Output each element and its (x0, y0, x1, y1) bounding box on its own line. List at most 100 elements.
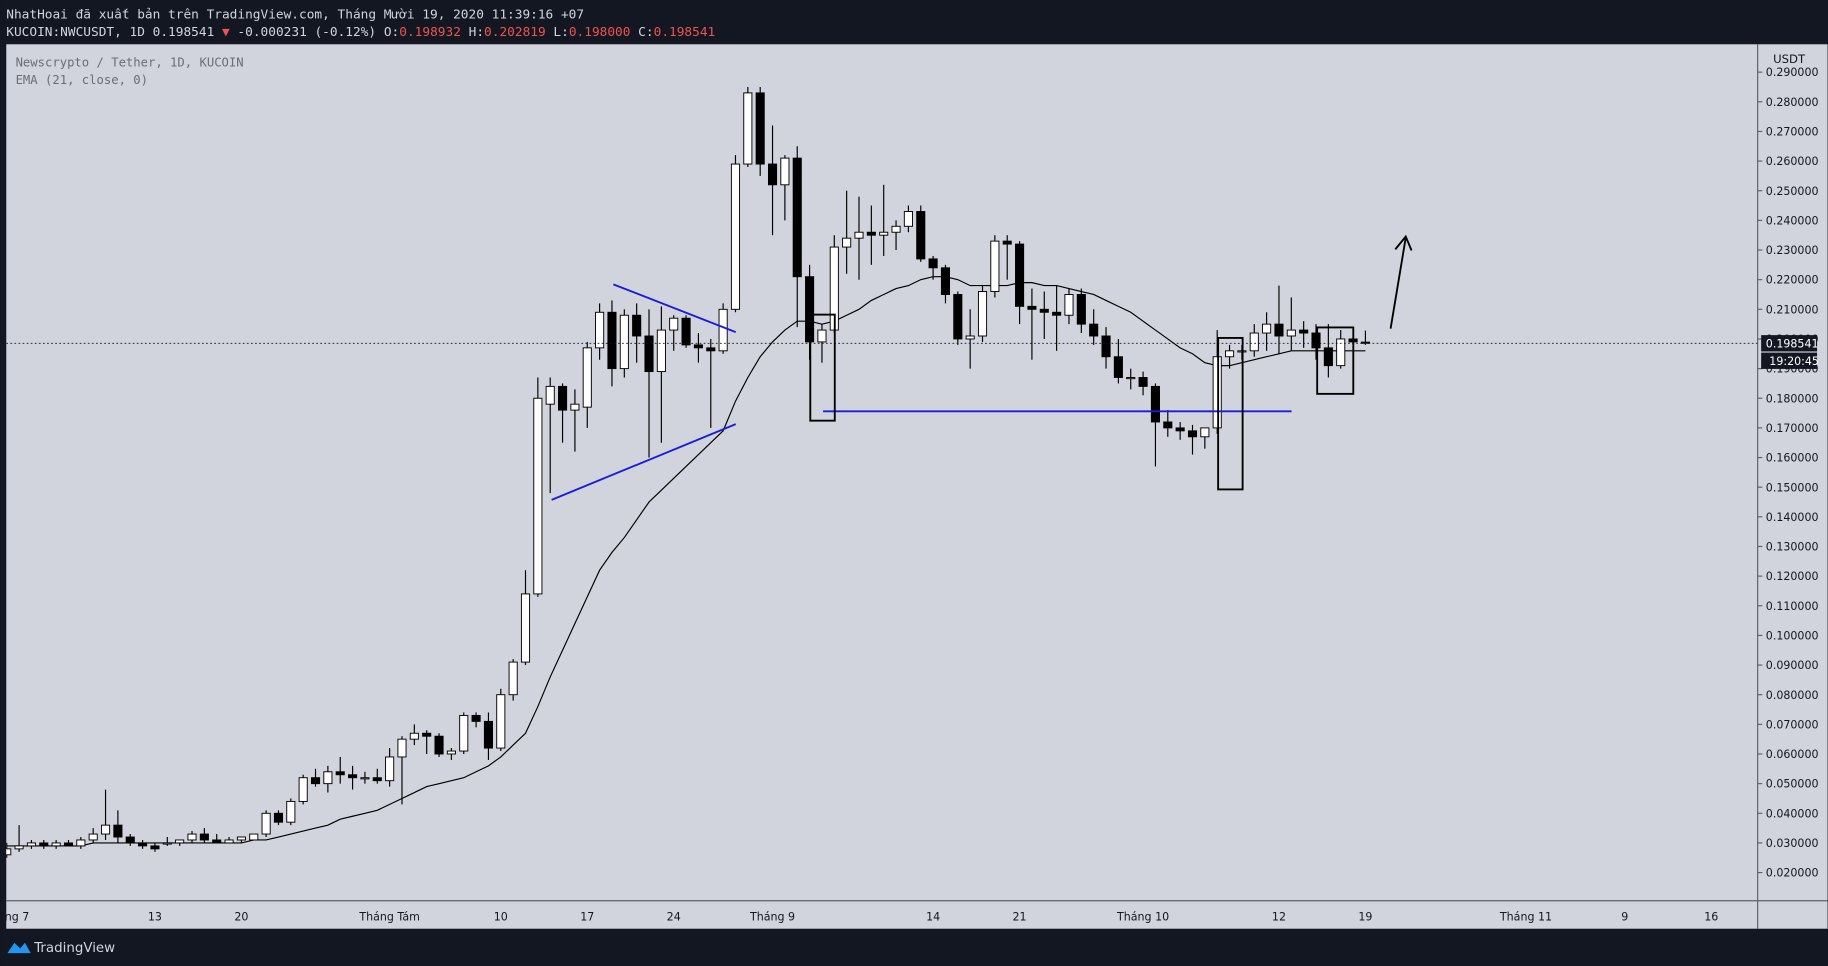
ohlc-key: H: (469, 25, 484, 40)
y-tick-label: 0.290000 (1766, 66, 1819, 79)
candle-body (854, 231, 864, 239)
candle-body (879, 231, 889, 236)
x-tick-label: Tháng 9 (749, 911, 795, 924)
candle-body (977, 291, 988, 337)
candle-body (1274, 323, 1284, 337)
y-tick-label: 0.100000 (1766, 629, 1819, 642)
brand: TradingView (7, 941, 115, 956)
x-tick-label: 12 (1272, 911, 1286, 924)
candle-body (953, 294, 963, 340)
candle-body (88, 833, 98, 841)
candle-body (1027, 305, 1037, 310)
candle-body (1212, 356, 1222, 429)
ohlc-key: L: (553, 25, 568, 40)
candle-body (6, 848, 12, 856)
candle-body (1286, 329, 1296, 337)
trend-line (613, 283, 737, 333)
y-tick-label: 0.110000 (1766, 600, 1819, 613)
candle-body (1015, 243, 1025, 307)
y-tick-label: 0.210000 (1766, 303, 1819, 316)
candle-body (903, 211, 913, 227)
x-tick-label: 13 (148, 911, 162, 924)
candle-body (990, 240, 1000, 292)
candle-body (928, 258, 938, 269)
price-axis: 0.020000 0.030000 0.040000 0.050000 0.060000… (1757, 66, 1819, 880)
brand-logo (7, 942, 31, 954)
candle-body (1150, 385, 1160, 423)
candle-body (755, 92, 765, 165)
ohlc-value: 0.198932 (399, 25, 461, 40)
candle-body (397, 738, 407, 758)
candle-body (1064, 294, 1074, 316)
y-tick-label: 0.040000 (1766, 807, 1819, 820)
candle-body (545, 385, 555, 405)
candle-body (916, 211, 926, 260)
candle-body (310, 777, 321, 785)
candle-body (1039, 308, 1049, 313)
y-tick-label: 0.150000 (1766, 481, 1819, 494)
candle-body (459, 714, 469, 752)
candle-body (236, 836, 246, 841)
candle-body (100, 824, 111, 835)
y-tick-label: 0.070000 (1766, 718, 1819, 731)
candle-body (792, 157, 802, 278)
candle-body (1299, 329, 1309, 334)
candle-body (39, 842, 49, 847)
candle-body (51, 842, 61, 847)
candle-body (496, 694, 506, 749)
candle-body (558, 385, 568, 411)
arrow-head (1394, 234, 1413, 251)
candle-body (409, 732, 419, 740)
candle-body (14, 845, 24, 850)
candle-body (632, 314, 642, 337)
y-tick-label: 0.260000 (1766, 155, 1819, 168)
candle-body (1076, 294, 1086, 325)
candle-body (360, 777, 370, 780)
candle-body (693, 344, 703, 349)
candle-body (434, 735, 444, 755)
y-tick-label: 0.270000 (1766, 126, 1819, 139)
candle-body (582, 347, 592, 408)
candle-body (1336, 338, 1346, 367)
candle-body (372, 777, 382, 782)
candle-body (656, 329, 666, 373)
candle-body (471, 714, 481, 722)
x-tick-label: Tháng 10 (1116, 911, 1169, 924)
candle-body (446, 750, 456, 755)
candle-body (150, 845, 160, 850)
candle-body (644, 335, 654, 373)
candle-body (76, 839, 86, 847)
candle-body (817, 329, 827, 343)
candle-body (1052, 311, 1062, 316)
y-tick-label: 0.230000 (1766, 244, 1819, 257)
x-tick-label: 24 (667, 911, 681, 924)
y-tick-label: 0.240000 (1766, 214, 1819, 227)
candle-body (1175, 427, 1185, 432)
candle-body (273, 812, 284, 823)
candle-body (199, 833, 209, 841)
candle-body (385, 756, 395, 782)
candle-body (533, 397, 543, 595)
last-price-box (1761, 335, 1818, 352)
candle-body (483, 720, 493, 749)
candle-body (940, 267, 951, 295)
trend-line (551, 423, 737, 501)
change: -0.000231 (-0.12%) (237, 25, 376, 40)
candle-body (842, 237, 852, 248)
candle-body (891, 225, 901, 233)
y-tick-label: 0.030000 (1766, 837, 1819, 850)
x-tick-label: 16 (1704, 911, 1718, 924)
y-axis-unit: USDT (1773, 52, 1806, 66)
candle-body (570, 403, 580, 411)
x-tick-label: Tháng 11 (1499, 911, 1552, 924)
last-price-label: 0.198541 (1766, 337, 1819, 350)
candle-body (730, 163, 741, 310)
candle-body (175, 839, 185, 844)
candle-body (965, 335, 975, 340)
y-tick-label: 0.180000 (1766, 392, 1819, 405)
arrow-shaft (1389, 237, 1407, 329)
candle-body (1249, 332, 1259, 352)
countdown-box (1761, 352, 1818, 369)
candle-body (595, 311, 605, 349)
candle-body (348, 774, 358, 779)
